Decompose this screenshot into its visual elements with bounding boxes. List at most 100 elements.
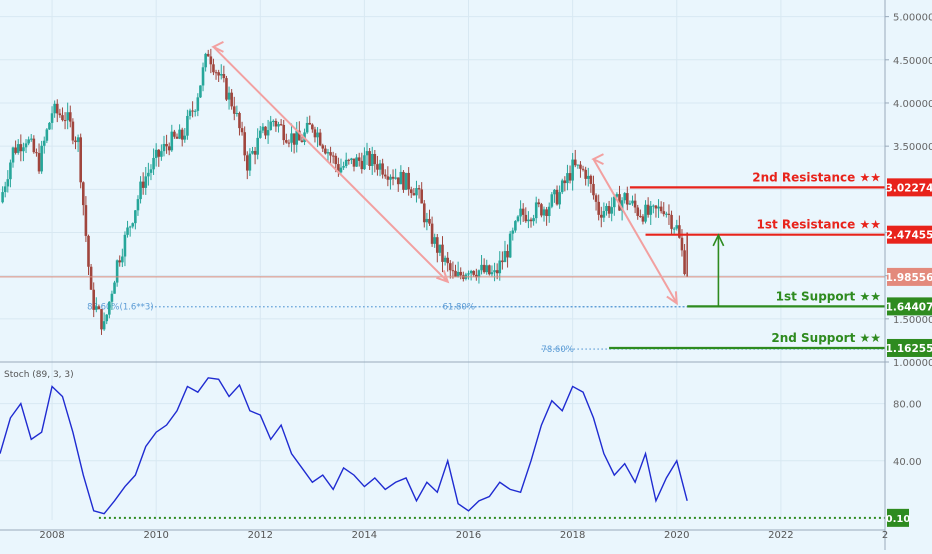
candle-body [545,209,548,217]
candle-body [615,194,619,197]
candle-body [641,216,645,222]
time-tick-label: 2022 [768,530,793,541]
stoch-title: Stoch (89, 3, 3) [4,370,74,380]
candle-body [311,124,314,130]
candle-body [435,237,439,253]
candle-body [438,244,442,253]
candle-body [298,130,301,141]
candle-body [488,265,491,275]
candle-body [76,137,80,143]
candle-body [248,153,252,171]
candle-body [592,183,595,196]
candle-body [633,200,637,208]
candle-body [534,202,538,219]
candle-body [524,214,528,222]
time-tick-label: 2 [882,530,888,541]
candle-body [368,151,371,166]
level-price-label-bg [887,297,932,316]
level-price-label-bg [887,225,932,244]
candle-body [238,113,241,129]
candle-body [175,136,179,139]
candle-body [219,74,223,76]
time-tick-label: 2014 [352,530,377,541]
candle-body [501,260,504,263]
candle-body [108,301,111,315]
trend-arrow-head [436,270,450,284]
candle-body [305,122,309,133]
candle-body [550,194,554,207]
candle-body [490,272,494,275]
candle-body [532,218,535,222]
candle-body [102,321,106,330]
candle-body [160,151,163,157]
trend-arrow [592,158,678,304]
candle-body [27,139,30,144]
candle-body [100,309,103,330]
candle-body [308,122,312,125]
candle-body [657,206,660,209]
candle-body [222,74,226,79]
candle-body [326,152,330,154]
candle-body [370,153,374,166]
candle-body [97,306,101,310]
candle-body [568,173,572,181]
candle-body [232,106,236,114]
candle-body [402,171,405,190]
candle-body [347,159,351,161]
candle-body [45,129,49,141]
candle-body [446,257,450,264]
candle-body [519,208,522,217]
candle-body [581,168,585,170]
candle-body [178,129,181,139]
candle-body [605,205,608,212]
candle-body [230,92,233,107]
candle-body [118,260,122,263]
candle-body [66,112,69,121]
level-price-label: 2.47455 [886,230,932,242]
candle-body [35,152,38,154]
candle-body [355,157,358,167]
candle-body [105,314,109,322]
candle-body [321,145,325,149]
candle-body [672,228,676,230]
candle-body [74,140,77,143]
candle-body [459,271,463,276]
fib-level-label: 88.60%(1.6**3) [87,303,153,313]
current-price-label: 1.98556 [886,272,932,284]
candle-body [407,172,410,190]
candle-body [170,131,174,151]
candle-body [266,130,270,136]
candle-body [412,193,416,196]
candle-body [433,237,436,244]
candle-body [316,132,319,138]
candle-body [32,138,36,153]
stoch-tick-label: 40.00 [893,457,922,468]
candle-body [295,130,299,145]
candle-body [191,110,194,112]
candle-body [68,112,72,122]
candle-body [79,137,82,183]
candle-body [209,56,213,65]
candle-body [274,120,278,127]
candle-body [58,113,62,116]
candle-body [287,142,291,144]
price-labels: 3.02274 2.47455 1.64407 1.16255 1.98556 [886,178,932,357]
level-name: 2nd Support ★★ [771,331,881,345]
candle-body [475,274,478,278]
candle-body [511,230,515,234]
candle-body [29,138,33,140]
candle-body [378,163,382,170]
candle-body [87,235,90,267]
candle-body [61,115,64,121]
candle-body [508,233,512,258]
candle-body [204,53,207,68]
candle-body [186,115,189,136]
candle-body [441,244,444,262]
candle-body [342,166,345,168]
candle-body [391,176,395,179]
candle-body [662,211,666,215]
candle-body [495,270,499,274]
candle-body [542,209,546,216]
candle-body [144,176,148,188]
